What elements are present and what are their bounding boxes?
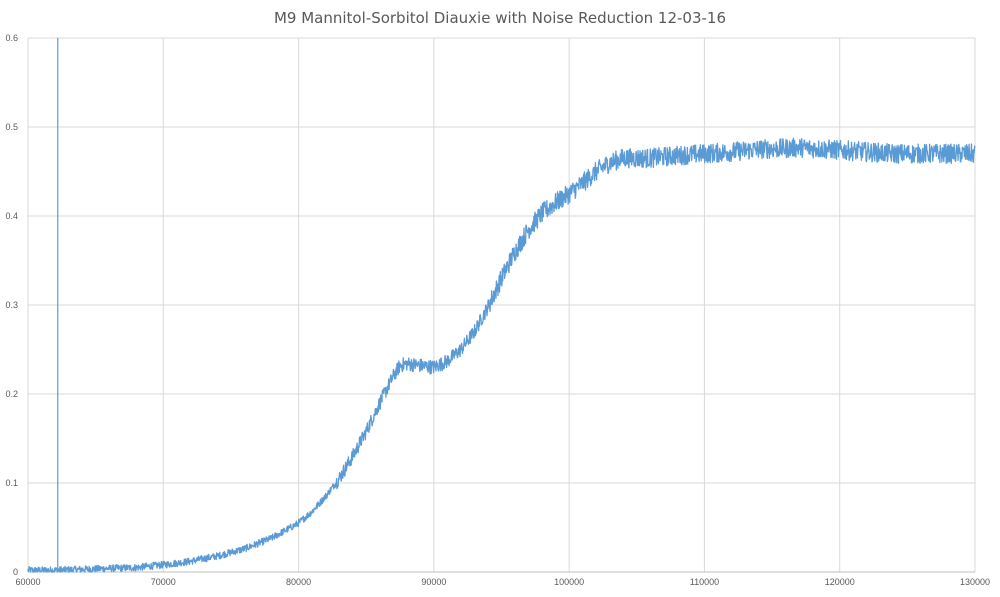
y-tick-label: 0.6: [5, 33, 18, 43]
series-line: [27, 137, 976, 573]
axes: [27, 38, 975, 573]
y-tick-label: 0.3: [5, 300, 18, 310]
x-tick-label: 80000: [286, 577, 311, 587]
x-tick-label: 130000: [960, 577, 990, 587]
x-tick-label: 100000: [554, 577, 584, 587]
series-layer: [27, 137, 976, 573]
x-tick-label: 60000: [15, 577, 40, 587]
y-tick-label: 0.5: [5, 122, 18, 132]
x-tick-label: 90000: [421, 577, 446, 587]
y-tick-label: 0: [13, 567, 18, 577]
chart-title: M9 Mannitol-Sorbitol Diauxie with Noise …: [273, 9, 727, 27]
x-tick-label: 110000: [690, 577, 719, 587]
y-tick-label: 0.4: [5, 211, 18, 221]
grid-lines: [28, 37, 976, 572]
y-tick-label: 0.2: [5, 389, 18, 399]
y-axis-tick-labels: 0 0.1 0.2 0.3 0.4 0.5 0.6: [5, 33, 18, 577]
x-tick-label: 120000: [825, 577, 855, 587]
x-tick-label: 70000: [151, 577, 176, 587]
x-axis-tick-labels: 60000 70000 80000 90000 100000 110000 120000 13…: [15, 577, 990, 587]
y-tick-label: 0.1: [5, 478, 18, 488]
